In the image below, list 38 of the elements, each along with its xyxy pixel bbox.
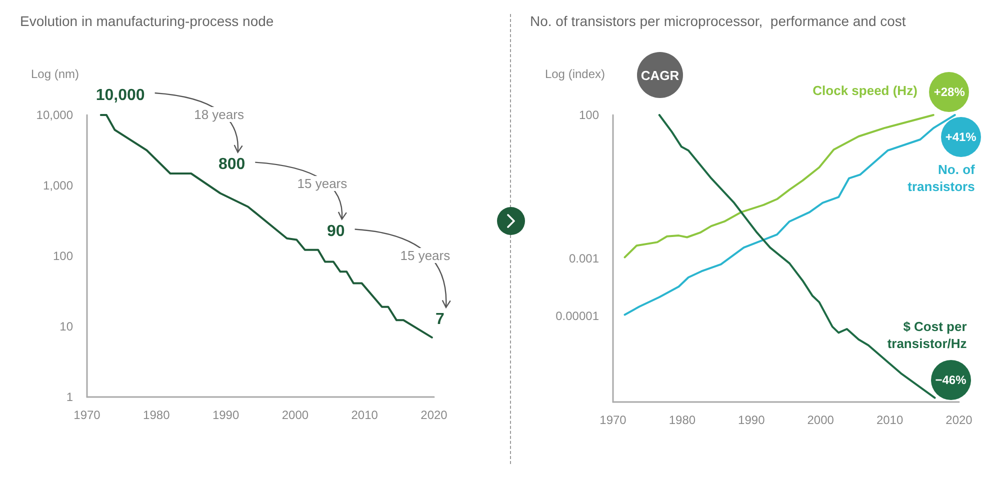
y-axis-title: Log (index)	[544, 67, 606, 81]
x-tick-label: 2000	[807, 413, 834, 427]
annotation: 18 years	[193, 107, 245, 122]
circle-badge: +28%	[929, 72, 970, 112]
annotation: 90	[327, 223, 345, 242]
series-label: Clock speed (Hz)	[812, 82, 918, 99]
x-tick-label: 1970	[600, 413, 627, 427]
circle-badge: −46%	[930, 360, 971, 400]
circle-badge: CAGR	[637, 52, 683, 98]
annotation: 15 years	[399, 248, 452, 264]
y-tick-label: 10,000	[36, 108, 74, 122]
x-tick-label: 2000	[282, 408, 309, 422]
y-tick-label: 1,000	[42, 178, 74, 192]
y-tick-label: 0.001	[568, 252, 600, 266]
annotation: 15 years	[296, 176, 348, 192]
chart-title: Evolution in manufacturing-process node	[20, 13, 274, 29]
y-tick-label: 10	[60, 320, 74, 334]
y-tick-label: 0.00001	[556, 308, 600, 323]
y-axis-title: Log (nm)	[30, 67, 80, 81]
chart-title: No. of transistors per microprocessor, performance and cost	[530, 13, 906, 29]
series-label: No. of transistors	[908, 161, 975, 195]
annotation: 800	[218, 156, 246, 174]
y-tick-label: 100	[578, 108, 600, 122]
series-label: $ Cost per transistor/Hz	[887, 318, 967, 352]
x-tick-label: 1990	[738, 413, 766, 427]
x-tick-label: 2020	[946, 413, 973, 427]
annotation: 10,000	[96, 87, 145, 105]
x-tick-label: 1970	[74, 408, 101, 422]
y-tick-label: 1	[66, 390, 74, 404]
y-tick-label: 100	[52, 249, 74, 263]
x-tick-label: 1980	[668, 413, 696, 427]
annotation: 7	[436, 311, 444, 330]
x-tick-label: 2010	[351, 408, 378, 422]
circle-badge: +41%	[940, 117, 981, 157]
x-tick-label: 2010	[876, 413, 904, 427]
x-tick-label: 1980	[143, 408, 170, 422]
x-tick-label: 1990	[212, 408, 240, 422]
x-tick-label: 2020	[420, 408, 448, 422]
